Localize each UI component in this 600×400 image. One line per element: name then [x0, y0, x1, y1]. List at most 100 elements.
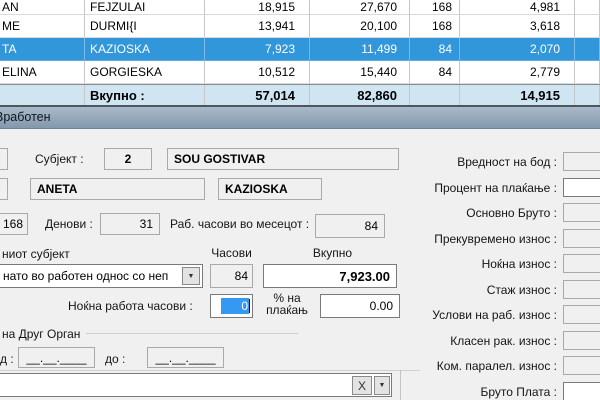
total-amount1: 57,014 [205, 85, 310, 106]
first-name-field[interactable]: ANETA [30, 178, 205, 200]
field-label: Процент на плаќање : [434, 181, 557, 195]
subject-name-field[interactable]: SOU GOSTIVAR [167, 148, 399, 170]
cell-amount1: 7,923 [205, 38, 310, 61]
cell-amount2: 15,440 [310, 61, 410, 84]
last-name-field[interactable]: KAZIOSKA [218, 178, 322, 200]
table-row[interactable]: ME DURMI{I 13,941 20,100 168 3,618 [0, 15, 600, 38]
value-field[interactable] [563, 254, 600, 273]
total-amount3: 14,915 [460, 85, 575, 106]
total-header: Вкупно [312, 246, 353, 260]
cell-amount2: 20,100 [310, 15, 410, 38]
night-hours-label: Ноќна работа часови : [68, 299, 193, 313]
cell-spacer [0, 85, 85, 106]
value-field[interactable] [563, 229, 600, 248]
cell-amount2: 11,499 [310, 38, 410, 61]
field-label: Прекувремено износ : [434, 232, 557, 246]
night-hours-field[interactable]: 0 [210, 294, 253, 318]
cell-spacer [575, 0, 600, 15]
cell-amount3: 4,981 [460, 0, 575, 15]
groupbox-border [86, 333, 298, 334]
chevron-down-icon[interactable]: ▼ [182, 267, 200, 285]
cell-amount3: 2,779 [460, 61, 575, 84]
total-hours [410, 85, 460, 106]
cell-amount3: 2,070 [460, 38, 575, 61]
cell-amount1: 10,512 [205, 61, 310, 84]
pct-label-line2: плаќањ [266, 303, 308, 317]
cell-last-name: FEJZULAI [85, 0, 205, 15]
field-label: Вредност на бод : [457, 155, 557, 169]
left-cut-field[interactable] [0, 148, 8, 170]
hours-left-field[interactable]: 168 [0, 213, 28, 235]
field-label: Стаж износ : [486, 283, 557, 297]
field-label: Услови на раб. износ : [432, 308, 557, 322]
total-label: Вкупно : [85, 85, 205, 106]
table-row[interactable]: ELINA GORGIESKA 10,512 15,440 84 2,779 [0, 61, 600, 84]
value-field[interactable] [563, 178, 600, 197]
value-field[interactable] [563, 382, 600, 400]
value-field[interactable] [563, 331, 600, 350]
from-date-label: д : [0, 352, 14, 366]
field-label: Бруто Плата : [480, 385, 557, 399]
table-total-row: Вкупно : 57,014 82,860 14,915 [0, 84, 600, 106]
value-field[interactable] [563, 152, 600, 171]
cell-first-name: ELINA [0, 61, 85, 84]
lookup-combo[interactable]: X ▼ [0, 373, 392, 397]
panel-divider [400, 370, 401, 400]
field-label: Основно Бруто : [466, 206, 557, 220]
other-organ-group-label: на Друг Орган [2, 327, 81, 341]
cell-amount1: 13,941 [205, 15, 310, 38]
cell-amount1: 18,915 [205, 0, 310, 15]
cell-spacer [575, 61, 600, 84]
hours-header: Часови [211, 246, 252, 260]
cell-hours: 168 [410, 15, 460, 38]
employment-type-dropdown[interactable]: нато во работен однос со неп ▼ [0, 264, 203, 288]
cell-hours: 84 [410, 38, 460, 61]
worked-total-field[interactable]: 7,923.00 [263, 264, 397, 288]
cell-first-name: AN [0, 0, 85, 15]
employee-table: AN FEJZULAI 18,915 27,670 168 4,981 ME D… [0, 0, 600, 106]
pct-label: % на плаќањ [256, 292, 318, 316]
cell-spacer [575, 15, 600, 38]
field-label: Ноќна износ : [481, 257, 557, 271]
worked-hours-field[interactable]: 84 [210, 264, 253, 288]
left-cut-field[interactable] [0, 178, 8, 200]
cell-spacer [575, 38, 600, 61]
dialog-titlebar[interactable]: Вработен [0, 107, 600, 129]
cell-last-name: DURMI{I [85, 15, 205, 38]
chevron-down-icon[interactable]: ▼ [374, 376, 390, 395]
night-pct-field[interactable]: 0.00 [320, 294, 400, 318]
value-field[interactable] [563, 305, 600, 324]
cell-hours: 84 [410, 61, 460, 84]
text-caret [249, 299, 250, 313]
value-field[interactable] [563, 356, 600, 375]
table-row-selected[interactable]: TA KAZIOSKA 7,923 11,499 84 2,070 [0, 38, 600, 61]
to-date-field[interactable]: __.__.____ [147, 347, 224, 368]
month-hours-field[interactable]: 84 [315, 214, 385, 238]
month-hours-label: Раб. часови во месецот : [170, 217, 310, 231]
window-edge [0, 105, 600, 107]
field-label: Класен рак. износ : [450, 334, 557, 348]
selected-text: 0 [221, 298, 249, 314]
from-date-field[interactable]: __.__.____ [18, 347, 95, 368]
total-amount2: 82,860 [310, 85, 410, 106]
cell-amount2: 27,670 [310, 0, 410, 15]
subject-label: Субјект : [35, 152, 84, 166]
subject-id-field[interactable]: 2 [104, 148, 152, 170]
cell-spacer [575, 85, 600, 106]
cell-last-name: KAZIOSKA [85, 38, 205, 61]
cell-first-name: ME [0, 15, 85, 38]
value-field[interactable] [563, 280, 600, 299]
cell-first-name: TA [0, 38, 85, 61]
clear-icon[interactable]: X [352, 376, 372, 395]
pct-label-line1: % на [273, 291, 301, 305]
cell-last-name: GORGIESKA [85, 61, 205, 84]
dialog-title: Вработен [0, 110, 51, 124]
cell-hours: 168 [410, 0, 460, 15]
employment-type-value: нато во работен однос со неп [3, 269, 169, 283]
value-field[interactable] [563, 203, 600, 222]
days-field[interactable]: 31 [100, 213, 160, 235]
divider [0, 370, 420, 371]
table-row[interactable]: AN FEJZULAI 18,915 27,670 168 4,981 [0, 0, 600, 15]
cell-amount3: 3,618 [460, 15, 575, 38]
